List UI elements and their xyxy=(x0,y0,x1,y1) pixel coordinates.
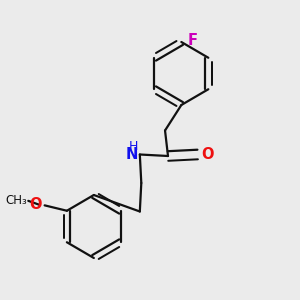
Text: F: F xyxy=(187,33,197,48)
Text: H: H xyxy=(129,140,138,153)
Text: O: O xyxy=(30,197,42,212)
Text: N: N xyxy=(126,147,138,162)
Text: O: O xyxy=(201,147,214,162)
Text: CH₃: CH₃ xyxy=(5,194,27,207)
